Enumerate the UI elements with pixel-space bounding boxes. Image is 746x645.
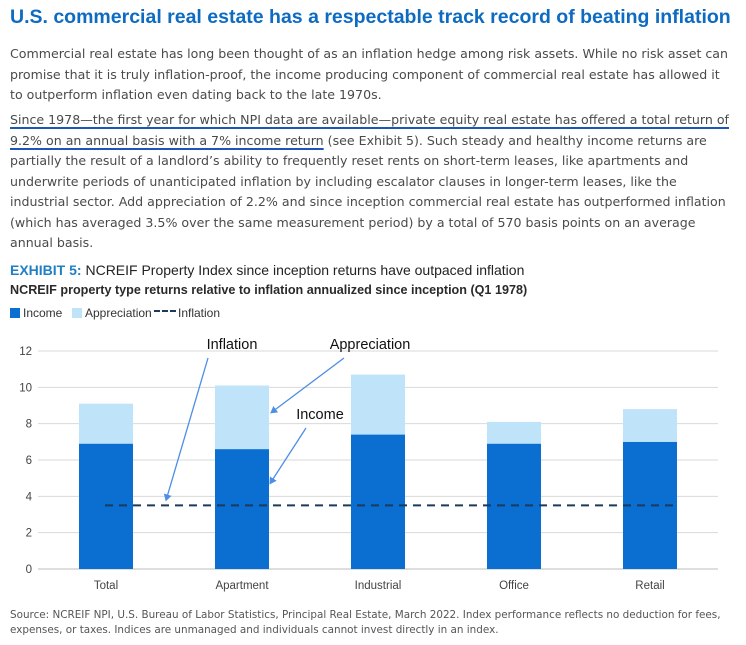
underlined-return-statement: Since 1978—the first year for which NPI …: [10, 112, 729, 148]
x-tick-label: Industrial: [355, 580, 402, 592]
annotation-appreciation-label: Appreciation: [330, 337, 411, 353]
returns-paragraph: Since 1978—the first year for which NPI …: [10, 110, 734, 254]
legend-swatch-inflation: [154, 310, 176, 314]
bars: [79, 374, 677, 569]
x-axis: Total Apartment Industrial Office Retail: [94, 580, 665, 592]
y-tick-label: 8: [26, 419, 32, 431]
bar-appreciation-retail: [623, 409, 677, 442]
x-tick-label: Apartment: [215, 580, 269, 592]
x-tick-label: Retail: [635, 580, 664, 592]
bar-appreciation-apartment: [215, 385, 269, 450]
annotation-inflation-arrow: [163, 357, 209, 502]
x-tick-label: Office: [499, 580, 529, 592]
y-tick-label: 6: [26, 455, 32, 467]
exhibit-title-text: NCREIF Property Index since inception re…: [81, 262, 525, 278]
legend-item-income: Income: [10, 305, 62, 321]
bar-appreciation-total: [79, 403, 133, 444]
legend-item-appreciation: Appreciation: [72, 305, 152, 321]
y-axis: 0 2 4 6 8 10 12: [19, 346, 32, 576]
page-headline: U.S. commercial real estate has a respec…: [10, 6, 731, 28]
legend-swatch-appreciation: [72, 308, 82, 318]
bar-appreciation-office: [487, 421, 541, 444]
exhibit-label: EXHIBIT 5:: [10, 262, 82, 278]
x-tick-label: Total: [94, 580, 118, 592]
exhibit-title: EXHIBIT 5: NCREIF Property Index since i…: [10, 262, 524, 278]
annotation-appreciation-arrow: [270, 357, 345, 414]
intro-paragraph: Commercial real estate has long been tho…: [10, 46, 729, 102]
annotation-inflation-label: Inflation: [207, 337, 258, 353]
legend-label-income: Income: [23, 306, 63, 320]
chart-subtitle: NCREIF property type returns relative to…: [10, 283, 528, 297]
stacked-bar-chart: 0 2 4 6 8 10 12 Total Apartment Industrial Office…: [19, 337, 718, 592]
y-tick-label: 4: [26, 491, 33, 503]
y-tick-label: 0: [26, 564, 32, 576]
legend-label-inflation: Inflation: [178, 306, 221, 320]
y-tick-label: 10: [19, 382, 32, 394]
bar-appreciation-industrial: [351, 374, 405, 435]
source-note: Source: NCREIF NPI, U.S. Bureau of Labor…: [10, 609, 721, 636]
y-tick-label: 12: [19, 346, 32, 358]
legend-swatch-income: [10, 308, 20, 318]
returns-paragraph-rest: (see Exhibit 5). Such steady and healthy…: [10, 132, 726, 251]
y-tick-label: 2: [26, 528, 32, 540]
annotation-income-arrow: [269, 427, 307, 485]
legend-item-inflation: Inflation: [154, 305, 220, 321]
annotations: Inflation Appreciation Income: [163, 337, 411, 502]
legend-label-appreciation: Appreciation: [85, 306, 152, 320]
annotation-income-label: Income: [296, 407, 344, 423]
bar-income-apartment: [215, 449, 269, 569]
bar-income-industrial: [351, 434, 405, 569]
